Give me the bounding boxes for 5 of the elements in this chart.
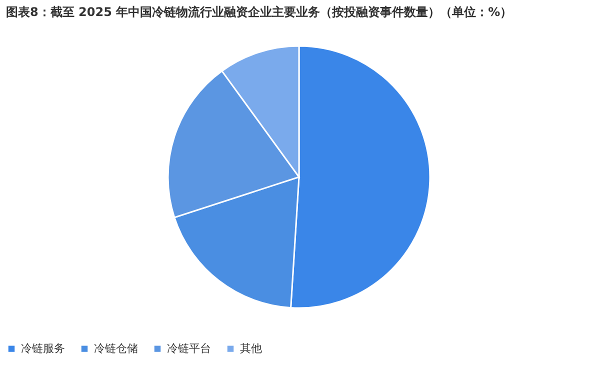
legend-label: 其他: [240, 342, 262, 355]
legend-label: 冷链仓储: [94, 342, 138, 355]
chart-title: 图表8：截至 2025 年中国冷链物流行业融资企业主要业务（按投融资事件数量）（单位：%）: [6, 5, 512, 19]
legend-label: 冷链平台: [167, 342, 211, 355]
legend-label: 冷链服务: [21, 342, 65, 355]
